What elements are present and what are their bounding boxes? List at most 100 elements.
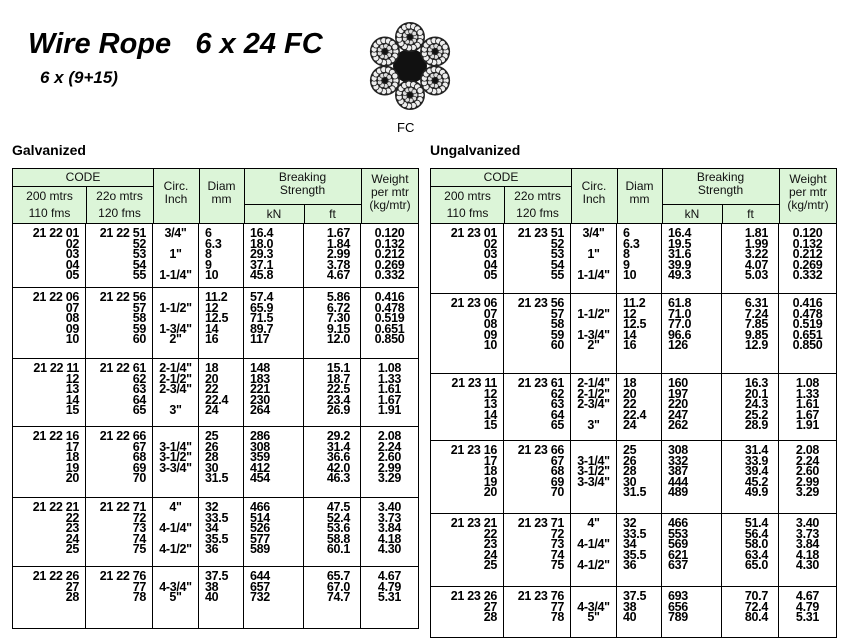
cell-value: 3.73 bbox=[795, 526, 820, 541]
cell-ft: 16.3 20.1 24.3 25.2 28.9 bbox=[722, 374, 779, 440]
cell-code2: 21 23 51 52 53 54 55 bbox=[504, 224, 571, 293]
cell-value: 21 23 01 bbox=[450, 226, 498, 240]
cell-value: 0.332 bbox=[792, 268, 823, 283]
cell-value: 0.416 bbox=[374, 290, 405, 304]
cell-value: 19 bbox=[65, 460, 80, 475]
cell-weight: 0.416 0.478 0.519 0.651 0.850 bbox=[779, 294, 837, 373]
cell-value: 5.03 bbox=[744, 268, 768, 283]
section-label: Galvanized bbox=[12, 142, 86, 158]
cell-value: 412 bbox=[250, 460, 270, 475]
cell-value: 6 bbox=[623, 226, 630, 240]
cell-value: 78 bbox=[550, 610, 565, 625]
cell-value: 14 bbox=[483, 407, 498, 422]
cell-circ: 2-1/4" 2-1/2" 2-3/4" 3" bbox=[571, 374, 617, 440]
cell-value: 12 bbox=[623, 306, 637, 321]
cell-value: 553 bbox=[668, 526, 688, 541]
cell-value: 73 bbox=[550, 537, 565, 552]
cell-value: 2-1/2" bbox=[577, 386, 610, 401]
cell-weight: 0.120 0.132 0.212 0.269 0.332 bbox=[779, 224, 837, 293]
column-header: 110 fms bbox=[446, 206, 489, 220]
cell-value: 31.5 bbox=[623, 485, 647, 500]
cell-value: 308 bbox=[668, 443, 688, 457]
cell-value: 29.3 bbox=[250, 247, 274, 262]
cell-value: 11.2 bbox=[205, 290, 228, 304]
cell-value: 05 bbox=[65, 268, 80, 283]
cell-code2: 21 22 66 67 68 69 70 bbox=[86, 427, 153, 497]
table-row-group: 21 23 26 27 28 21 23 76 77 78 4-3/4" 5" 37.5 38 40… bbox=[431, 587, 837, 638]
cell-weight: 1.08 1.33 1.61 1.67 1.91 bbox=[361, 359, 419, 426]
cell-value: 54 bbox=[550, 257, 565, 272]
cell-value: 4.67 bbox=[326, 268, 350, 283]
cell-value: 25 bbox=[205, 429, 219, 443]
cell-value: 4.67 bbox=[795, 589, 820, 603]
cell-value: 25 bbox=[483, 558, 498, 573]
table-row-group: 21 22 16 17 18 19 20 21 22 66 67 68 69 70 3-1/4" 3-… bbox=[13, 427, 419, 498]
cell-value: 65 bbox=[132, 403, 147, 418]
cell-value: 45.2 bbox=[744, 474, 768, 489]
cell-value: 16 bbox=[205, 332, 219, 347]
section-label: Ungalvanized bbox=[430, 142, 521, 158]
cell-value: 1" bbox=[169, 247, 182, 262]
cell-value: 14 bbox=[65, 392, 80, 407]
cell-value: 75 bbox=[550, 558, 565, 573]
cell-value: 444 bbox=[668, 474, 688, 489]
column-header: 110 fms bbox=[28, 206, 71, 220]
cell-value: 20 bbox=[623, 386, 637, 401]
cell-value: 4-3/4" bbox=[577, 599, 610, 614]
cell-value: 1.99 bbox=[744, 236, 768, 251]
cell-value: 4.30 bbox=[377, 542, 402, 557]
cell-value: 02 bbox=[483, 236, 498, 251]
cell-value: 22 bbox=[623, 397, 637, 412]
column-header: 200 mtrs bbox=[444, 189, 491, 203]
cell-value: 51.4 bbox=[744, 516, 768, 530]
cell-value: 58.8 bbox=[326, 531, 350, 546]
column-header: CODE bbox=[65, 170, 101, 184]
cell-value: 17 bbox=[483, 453, 498, 468]
cell-value: 28 bbox=[483, 610, 498, 625]
cell-value: 9 bbox=[623, 257, 630, 272]
cell-value: 21 23 61 bbox=[517, 376, 565, 390]
cell-value: 26 bbox=[623, 453, 637, 468]
cell-value: 1.08 bbox=[795, 376, 820, 390]
cell-value: 4.30 bbox=[795, 558, 820, 573]
cell-value: 39.4 bbox=[744, 464, 768, 479]
cell-value: 59 bbox=[132, 321, 147, 336]
cell-value: 3-3/4" bbox=[159, 460, 192, 475]
cell-value: 117 bbox=[250, 332, 270, 347]
cell-value: 52 bbox=[550, 236, 565, 251]
cell-value: 732 bbox=[250, 590, 270, 605]
cell-value: 466 bbox=[250, 500, 270, 514]
cell-value: 1-1/2" bbox=[577, 306, 610, 321]
cell-value: 33.5 bbox=[623, 526, 647, 541]
cell-code1: 21 22 06 07 08 09 10 bbox=[13, 288, 86, 358]
cell-value: 4" bbox=[587, 516, 600, 530]
cell-kn: 16.4 19.5 31.6 39.9 49.3 bbox=[662, 224, 722, 293]
column-header: CODE bbox=[483, 170, 519, 184]
cell-value: 3" bbox=[587, 418, 600, 433]
cell-value: 9 bbox=[205, 257, 212, 272]
cell-diam: 32 33.5 34 35.5 36 bbox=[617, 514, 662, 586]
cell-weight: 3.40 3.73 3.84 4.18 4.30 bbox=[361, 498, 419, 566]
cell-value: 4-3/4" bbox=[159, 579, 192, 594]
cell-value bbox=[574, 487, 613, 498]
cell-value: 70 bbox=[132, 471, 147, 486]
cell-ft: 6.31 7.24 7.85 9.85 12.9 bbox=[722, 294, 779, 373]
cell-value: 0.120 bbox=[374, 226, 405, 240]
cell-value: 6.31 bbox=[744, 296, 768, 310]
cell-value: 160 bbox=[668, 376, 688, 390]
cell-value: 21 23 66 bbox=[517, 443, 565, 457]
cell-value: 1-1/4" bbox=[577, 268, 610, 283]
cell-code2: 21 23 61 62 63 64 65 bbox=[504, 374, 571, 440]
cell-value: 61.8 bbox=[668, 296, 692, 310]
cell-code2: 21 23 76 77 78 bbox=[504, 587, 571, 637]
cell-value: 04 bbox=[65, 257, 80, 272]
cell-value: 80.4 bbox=[744, 610, 768, 625]
cell-value: 4-1/2" bbox=[159, 542, 192, 557]
cell-value: 262 bbox=[668, 418, 688, 433]
cell-value: 247 bbox=[668, 407, 688, 422]
cell-value: 32 bbox=[623, 516, 637, 530]
cell-value: 10 bbox=[483, 338, 498, 353]
cell-value: 73 bbox=[132, 521, 147, 536]
cell-value: 18 bbox=[623, 376, 637, 390]
cell-value: 59 bbox=[550, 327, 565, 342]
